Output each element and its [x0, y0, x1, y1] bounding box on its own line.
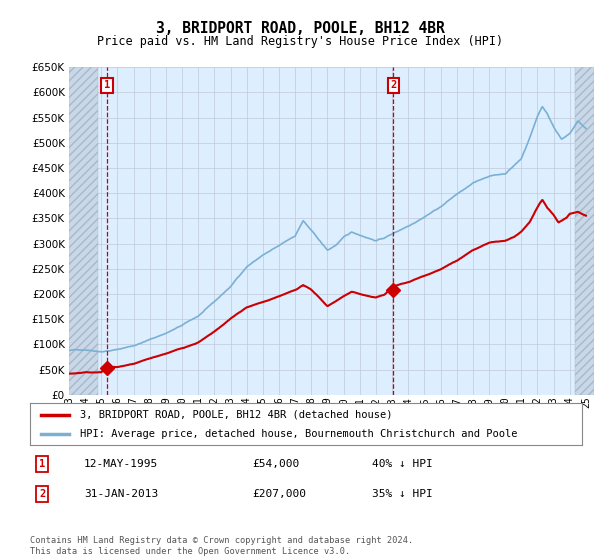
Text: £54,000: £54,000	[252, 459, 299, 469]
Text: Contains HM Land Registry data © Crown copyright and database right 2024.
This d: Contains HM Land Registry data © Crown c…	[30, 536, 413, 556]
Text: 12-MAY-1995: 12-MAY-1995	[84, 459, 158, 469]
Text: 1: 1	[39, 459, 45, 469]
Text: HPI: Average price, detached house, Bournemouth Christchurch and Poole: HPI: Average price, detached house, Bour…	[80, 429, 517, 439]
Text: 40% ↓ HPI: 40% ↓ HPI	[372, 459, 433, 469]
Text: 3, BRIDPORT ROAD, POOLE, BH12 4BR: 3, BRIDPORT ROAD, POOLE, BH12 4BR	[155, 21, 445, 36]
Text: 2: 2	[390, 80, 397, 90]
Text: 3, BRIDPORT ROAD, POOLE, BH12 4BR (detached house): 3, BRIDPORT ROAD, POOLE, BH12 4BR (detac…	[80, 409, 392, 419]
Text: 31-JAN-2013: 31-JAN-2013	[84, 489, 158, 499]
Text: 35% ↓ HPI: 35% ↓ HPI	[372, 489, 433, 499]
Text: 2: 2	[39, 489, 45, 499]
Text: 1: 1	[104, 80, 110, 90]
Text: £207,000: £207,000	[252, 489, 306, 499]
Text: Price paid vs. HM Land Registry's House Price Index (HPI): Price paid vs. HM Land Registry's House …	[97, 35, 503, 48]
